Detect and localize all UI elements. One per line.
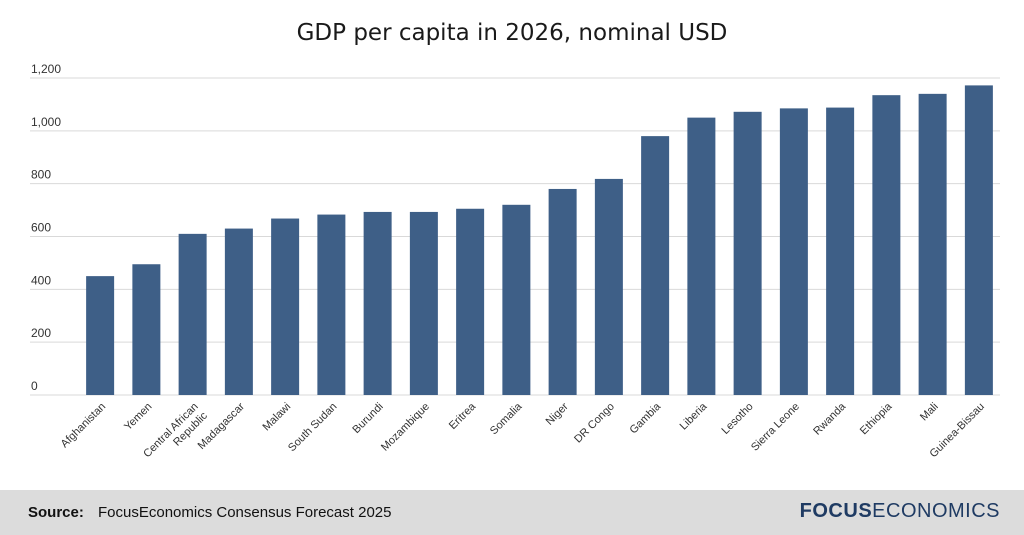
chart-title: GDP per capita in 2026, nominal USD [296, 20, 728, 46]
x-tick-label: Malawi [261, 401, 294, 434]
x-tick-label: Liberia [678, 400, 710, 432]
bar-somalia [502, 204, 531, 395]
source-label: Source: [28, 504, 84, 521]
x-tick-label: Sierra Leone [749, 401, 802, 454]
y-tick-label: 600 [31, 221, 51, 235]
x-tick-label: Mali [918, 401, 941, 424]
bar-guinea-bissau [964, 85, 993, 395]
x-tick-label: Yemen [122, 401, 154, 433]
bar-yemen [132, 264, 161, 395]
x-tick-label: Niger [544, 400, 571, 427]
y-tick-label: 1,000 [31, 115, 61, 129]
bar-mali [918, 93, 947, 395]
bar-malawi [271, 218, 300, 395]
x-tick-label: Mozambique [379, 401, 432, 454]
bar-eritrea [456, 208, 485, 395]
bar-south-sudan [317, 214, 346, 395]
y-tick-label: 800 [31, 168, 51, 182]
bar-gambia [641, 136, 670, 395]
x-tick-label: Lesotho [720, 401, 756, 437]
footer: Source: FocusEconomics Consensus Forecas… [0, 490, 1024, 535]
logo-regular: ECONOMICS [872, 500, 1000, 522]
bar-niger [548, 188, 577, 395]
bar-mozambique [409, 211, 438, 395]
x-tick-label: Afghanistan [59, 401, 109, 451]
y-tick-label: 200 [31, 326, 51, 340]
x-tick-label: Somalia [488, 400, 525, 437]
focuseconomics-logo: FOCUSECONOMICS [800, 500, 1000, 523]
bar-afghanistan [86, 276, 115, 395]
bars [86, 85, 993, 396]
bar-central-african-republic [178, 233, 207, 395]
logo-bold: FOCUS [799, 500, 873, 522]
x-tick-label: South Sudan [286, 401, 339, 454]
bar-dr-congo [594, 178, 623, 395]
x-tick-label: Ethiopia [858, 400, 895, 437]
y-axis-ticks: 0 200 400 600 800 1,000 1,200 [31, 62, 61, 393]
bar-rwanda [826, 107, 855, 395]
bar-liberia [687, 117, 716, 395]
bar-lesotho [733, 111, 762, 396]
y-tick-label: 0 [31, 379, 38, 393]
bar-chart: 0 200 400 600 800 1,000 1,200 Afghanistan Yemen… [30, 62, 1000, 460]
x-tick-label: Gambia [628, 400, 664, 436]
bar-madagascar [224, 228, 253, 395]
y-tick-label: 1,200 [31, 62, 61, 76]
x-tick-label: DR Congo [572, 401, 617, 446]
x-tick-label: Eritrea [447, 400, 479, 432]
source-text: FocusEconomics Consensus Forecast 2025 [98, 504, 392, 521]
x-tick-label: Rwanda [811, 400, 849, 438]
bar-burundi [363, 211, 392, 395]
y-tick-label: 400 [31, 273, 51, 287]
x-tick-label: Burundi [350, 401, 385, 436]
bar-sierra-leone [779, 108, 808, 396]
bar-ethiopia [872, 95, 901, 395]
x-tick-label: Madagascar [196, 400, 248, 452]
